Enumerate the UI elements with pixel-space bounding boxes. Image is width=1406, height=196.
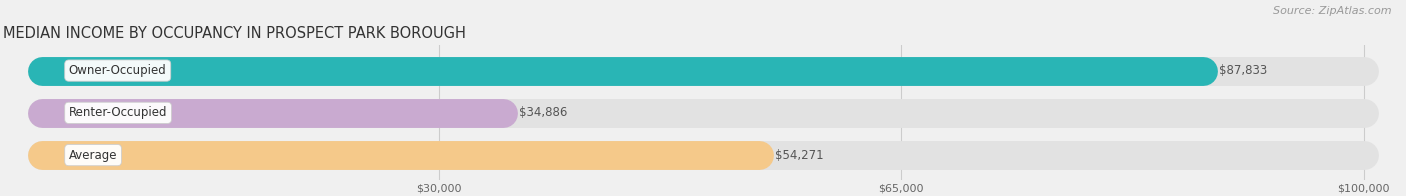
Text: Renter-Occupied: Renter-Occupied [69, 106, 167, 119]
Text: $34,886: $34,886 [519, 106, 568, 119]
Text: $87,833: $87,833 [1219, 64, 1267, 77]
Text: $54,271: $54,271 [775, 149, 824, 162]
Text: MEDIAN INCOME BY OCCUPANCY IN PROSPECT PARK BOROUGH: MEDIAN INCOME BY OCCUPANCY IN PROSPECT P… [3, 26, 465, 41]
Text: Average: Average [69, 149, 117, 162]
Text: Source: ZipAtlas.com: Source: ZipAtlas.com [1274, 6, 1392, 16]
Text: Owner-Occupied: Owner-Occupied [69, 64, 166, 77]
